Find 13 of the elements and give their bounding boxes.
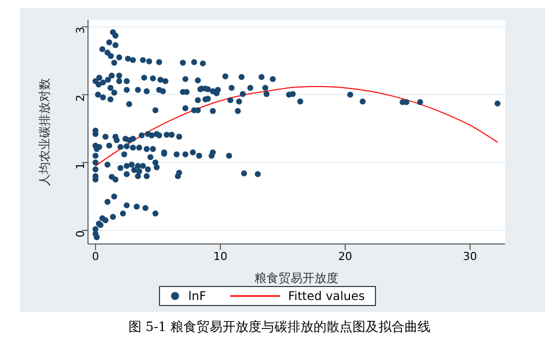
y-tick-label: 0 [74, 230, 87, 238]
y-axis-title: 人均农业碳排放对数 [37, 78, 52, 186]
x-tick-label: 20 [338, 250, 352, 263]
x-tick-label: 30 [463, 250, 478, 263]
x-axis-title: 粮食贸易开放度 [254, 271, 338, 285]
y-tick-label: 2 [74, 94, 87, 102]
caption: 图 5-1 粮食贸易开放度与碳排放的散点图及拟合曲线 [127, 319, 432, 336]
x-tick-label: 0 [92, 250, 99, 263]
x-tick-label: 10 [213, 250, 228, 263]
y-tick-label: 1 [74, 162, 87, 170]
legend-label: Fitted values [288, 289, 365, 303]
y-tick-label: 3 [74, 26, 87, 34]
legend-label: lnF [188, 289, 206, 303]
